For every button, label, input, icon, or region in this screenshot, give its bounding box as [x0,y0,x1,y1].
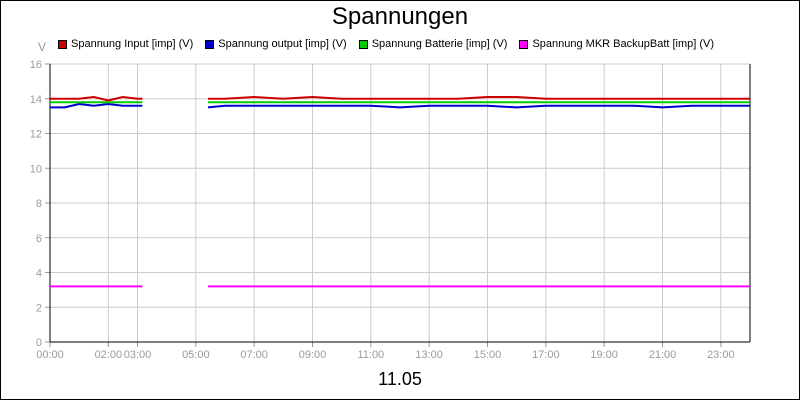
legend-swatch-output [205,39,215,49]
legend-swatch-input [58,39,67,49]
x-tick-label: 11:00 [357,349,384,361]
y-tick-label: 16 [30,59,42,71]
series-line-1-segment-1 [50,96,143,102]
legend: Spannung Input [imp] (V) Spannung output… [58,38,726,50]
x-tick-label: 13:00 [415,349,443,361]
y-axis-unit: V [38,40,47,54]
x-tick-label: 02:00 [95,349,123,361]
series-line-2-segment-2 [207,104,750,109]
x-tick-label: 19:00 [590,349,618,361]
y-tick-label: 12 [30,129,42,141]
y-tick-label: 2 [36,302,42,314]
x-tick-label: 21:00 [649,349,677,361]
legend-item-batterie: Spannung Batterie [imp] (V) [358,38,508,50]
legend-swatch-backupbatt [519,39,529,49]
chart-title: Spannungen [331,3,469,30]
x-tick-label: 17:00 [532,349,560,361]
y-tick-label: 4 [36,268,42,280]
x-tick-label: 07:00 [240,349,268,361]
legend-swatch-batterie [358,39,368,49]
y-tick-label: 8 [36,198,42,210]
x-axis-caption: 11.05 [378,369,422,389]
legend-item-output: Spannung output [imp] (V) [205,38,347,50]
x-tick-label: 15:00 [474,349,502,361]
legend-label-batterie: Spannung Batterie [imp] (V) [371,38,508,50]
y-tick-label: 14 [30,94,42,106]
x-tick-label: 09:00 [299,349,327,361]
x-tick-label: 23:00 [707,349,735,361]
legend-item-input: Spannung Input [imp] (V) [58,38,193,50]
y-tick-label: 6 [36,233,42,245]
legend-label-input: Spannung Input [imp] (V) [71,38,194,50]
series-line-2-segment-1 [50,103,143,109]
legend-label-output: Spannung output [imp] (V) [218,38,347,50]
series-line-1-segment-2 [208,96,750,100]
x-tick-label: 03:00 [124,349,152,361]
y-tick-label: 0 [36,337,42,349]
y-tick-label: 10 [30,163,42,175]
legend-item-backupbatt: Spannung MKR BackupBatt [imp] (V) [519,38,714,50]
x-tick-label: 05:00 [182,349,210,361]
x-tick-label: 00:00 [36,349,64,361]
legend-label-backupbatt: Spannung MKR BackupBatt [imp] (V) [532,38,715,50]
